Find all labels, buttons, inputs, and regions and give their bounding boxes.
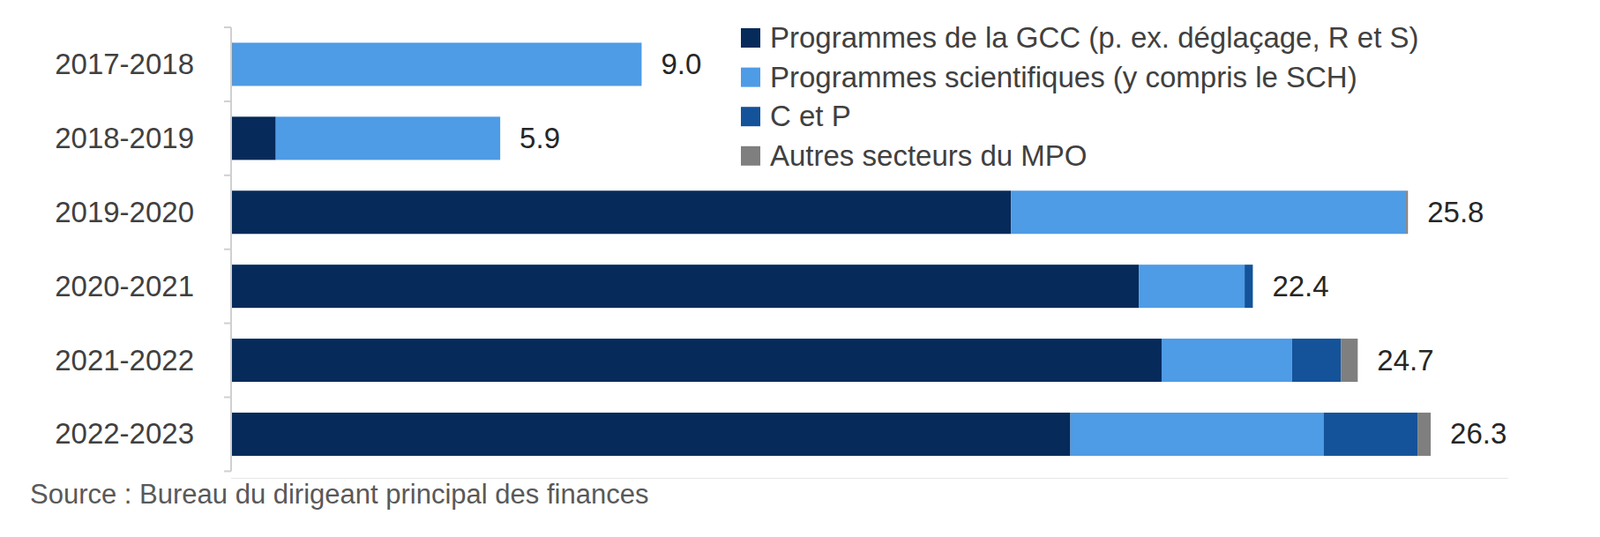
bar-segment — [232, 42, 643, 86]
bar-segment — [231, 338, 1162, 382]
bar-segment — [1070, 412, 1324, 457]
bar-segment — [641, 42, 643, 86]
total-label: 26.3 — [1450, 417, 1507, 450]
bar-segment — [1417, 412, 1431, 457]
category-label: 2018-2019 — [54, 121, 195, 155]
legend-label: Programmes scientifiques (y compris le S… — [770, 60, 1358, 94]
category-label: 2019-2020 — [54, 195, 195, 229]
total-label: 5.9 — [519, 121, 561, 155]
bar-segment — [1340, 338, 1358, 382]
bar-segment — [231, 190, 1011, 234]
total-label: 22.4 — [1271, 269, 1329, 303]
bar-segment — [1323, 412, 1419, 457]
category-separator — [224, 470, 232, 472]
category-separator — [224, 100, 232, 103]
bars — [231, 42, 1431, 457]
source-note: Source : Bureau du dirigeant principal d… — [29, 478, 649, 510]
bar-segment — [231, 116, 277, 160]
legend-label: C et P — [770, 99, 852, 133]
legend-swatch — [740, 106, 761, 127]
legend-swatch — [740, 28, 761, 48]
bar-segment — [231, 412, 1071, 457]
bar-segment — [1161, 338, 1293, 382]
bar-segment — [1405, 190, 1408, 234]
category-separator — [224, 248, 232, 251]
category-label: 2017-2018 — [54, 47, 195, 81]
bar-segment — [1010, 190, 1406, 234]
category-separator — [224, 396, 232, 399]
legend-label: Autres secteurs du MPO — [770, 139, 1087, 172]
bar-segment — [1252, 264, 1254, 308]
total-label: 9.0 — [660, 47, 702, 81]
category-label: 2022-2023 — [54, 417, 195, 450]
category-separator — [224, 26, 232, 29]
bar-segment — [231, 264, 1139, 308]
bar-segment — [276, 116, 501, 160]
category-label: 2020-2021 — [54, 269, 195, 303]
legend-swatch — [740, 146, 761, 166]
legend-swatch — [740, 67, 761, 88]
legend-label: Programmes de la GCC (p. ex. déglaçage, … — [770, 21, 1419, 54]
category-label: 2021-2022 — [54, 343, 195, 377]
chart: 2017-2018 2018-2019 2019-2020 2020-2021 2021… — [0, 0, 1600, 537]
category-separator — [224, 174, 232, 177]
total-label: 25.8 — [1427, 195, 1484, 229]
bar-segment — [641, 42, 643, 86]
bar-segment — [500, 116, 501, 160]
category-separator — [224, 322, 232, 325]
bar-segment — [500, 116, 501, 160]
bar-segment — [1244, 264, 1253, 308]
total-label: 24.7 — [1376, 343, 1434, 377]
bar-segment — [1292, 338, 1341, 382]
bar-segment — [1138, 264, 1245, 308]
legend: Programmes de la GCC (p. ex. déglaçage, … — [740, 21, 1419, 172]
